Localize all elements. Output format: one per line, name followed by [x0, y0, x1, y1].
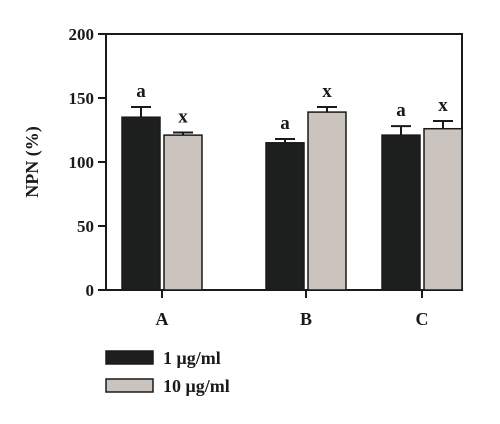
bars: [121, 105, 463, 291]
legend-label-1: 1 μg/ml: [163, 348, 221, 368]
bar-C-series2: [423, 127, 463, 291]
significance-label: x: [178, 107, 188, 128]
bar-A-series2: [163, 134, 203, 291]
y-tick-label: 50: [77, 217, 94, 236]
y-axis-label: NPN (%): [22, 126, 43, 197]
y-tick-label: 100: [69, 153, 95, 172]
bar-B-series2: [307, 111, 347, 291]
y-tick-label: 0: [86, 281, 95, 300]
legend-swatch-1: [105, 350, 154, 365]
bar-B-series1: [265, 142, 305, 291]
y-tick-label: 200: [69, 25, 95, 44]
significance-label: x: [438, 95, 448, 116]
bar-C-series1: [381, 134, 421, 291]
significance-label: a: [280, 113, 290, 134]
legend: 1 μg/ml 10 μg/ml: [105, 348, 230, 396]
significance-label: a: [396, 100, 406, 121]
significance-label: a: [136, 81, 146, 102]
labels: a x a x a x: [136, 81, 448, 134]
x-tick-label: B: [300, 309, 312, 329]
x-tick-label: A: [156, 309, 169, 329]
legend-swatch-2: [105, 378, 154, 393]
significance-label: x: [322, 81, 332, 102]
legend-label-2: 10 μg/ml: [163, 376, 230, 396]
bar-A-series1: [121, 116, 161, 291]
x-tick-label: C: [416, 309, 429, 329]
y-tick-label: 150: [69, 89, 95, 108]
